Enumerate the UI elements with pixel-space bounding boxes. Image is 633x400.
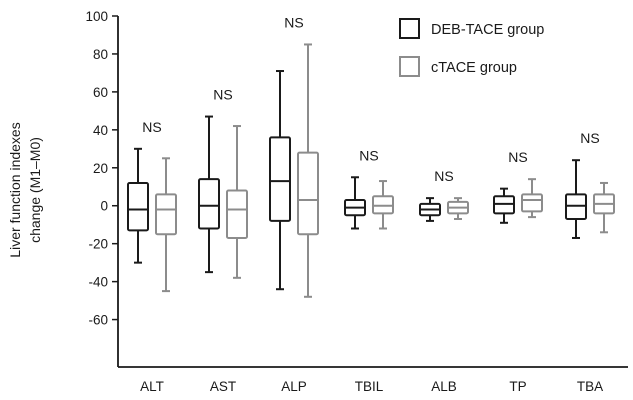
y-tick-label: -60 [88, 313, 108, 328]
significance-label: NS [359, 147, 378, 163]
x-tick-labels: ALT AST ALP TBIL ALB TP TBA [140, 379, 603, 394]
y-axis-title: Liver function indexes change (M1–M0) [7, 122, 43, 257]
box-ast-ctace [226, 125, 248, 279]
legend-label: DEB-TACE group [431, 22, 544, 38]
box-tbil-ctace [372, 180, 394, 230]
iqr-box [198, 178, 220, 230]
y-axis-title-line-2: change (M1–M0) [27, 137, 43, 243]
significance-label: NS [508, 149, 527, 165]
significance-label: NS [434, 168, 453, 184]
significance-label: NS [580, 130, 599, 146]
legend: DEB-TACE group cTACE group [399, 18, 544, 77]
y-tick-label: 80 [93, 47, 108, 62]
box-tba-ctace [593, 181, 615, 234]
box-tbil-deb-tace [344, 176, 366, 230]
box-alp-deb-tace [269, 70, 291, 291]
y-tick-label: -40 [88, 275, 108, 290]
iqr-box [297, 151, 319, 236]
y-tick-label: 0 [100, 199, 108, 214]
x-tick-label: ALP [281, 379, 307, 394]
x-tick-label: TBIL [355, 379, 384, 394]
significance-label: NS [142, 119, 161, 135]
y-tick-label: 20 [93, 161, 108, 176]
y-tick-label: -20 [88, 237, 108, 252]
box-alt-ctace [155, 157, 177, 293]
x-tick-label: TP [509, 379, 526, 394]
y-tick-label: 40 [93, 123, 108, 138]
x-tick-label: AST [210, 379, 236, 394]
box-alp-ctace [297, 43, 319, 298]
box-tp-ctace [521, 178, 543, 219]
significance-labels: NS NS NS NS NS NS NS [142, 14, 599, 184]
iqr-box [269, 136, 291, 222]
box-tba-deb-tace [565, 159, 587, 239]
y-ticks: 100 80 60 40 20 0 -20 -40 -60 [85, 9, 118, 328]
box-alb-deb-tace [419, 197, 441, 222]
legend-swatch [399, 18, 420, 39]
iqr-box [521, 193, 543, 213]
iqr-box [155, 193, 177, 236]
x-tick-label: ALT [140, 379, 164, 394]
significance-label: NS [284, 14, 303, 30]
legend-swatch [399, 56, 420, 77]
significance-label: NS [213, 87, 232, 103]
x-tick-label: ALB [431, 379, 457, 394]
y-tick-label: 100 [85, 9, 108, 24]
iqr-box [226, 189, 248, 239]
y-axis-title-line-1: Liver function indexes [7, 122, 23, 257]
box-tp-deb-tace [493, 187, 515, 224]
axes [117, 16, 628, 368]
x-tick-label: TBA [577, 379, 603, 394]
y-tick-label: 60 [93, 85, 108, 100]
boxes [127, 43, 615, 298]
box-alt-deb-tace [127, 147, 149, 264]
box-ast-deb-tace [198, 115, 220, 274]
iqr-box [127, 181, 149, 232]
legend-label: cTACE group [431, 60, 517, 76]
box-alb-ctace [447, 197, 469, 221]
